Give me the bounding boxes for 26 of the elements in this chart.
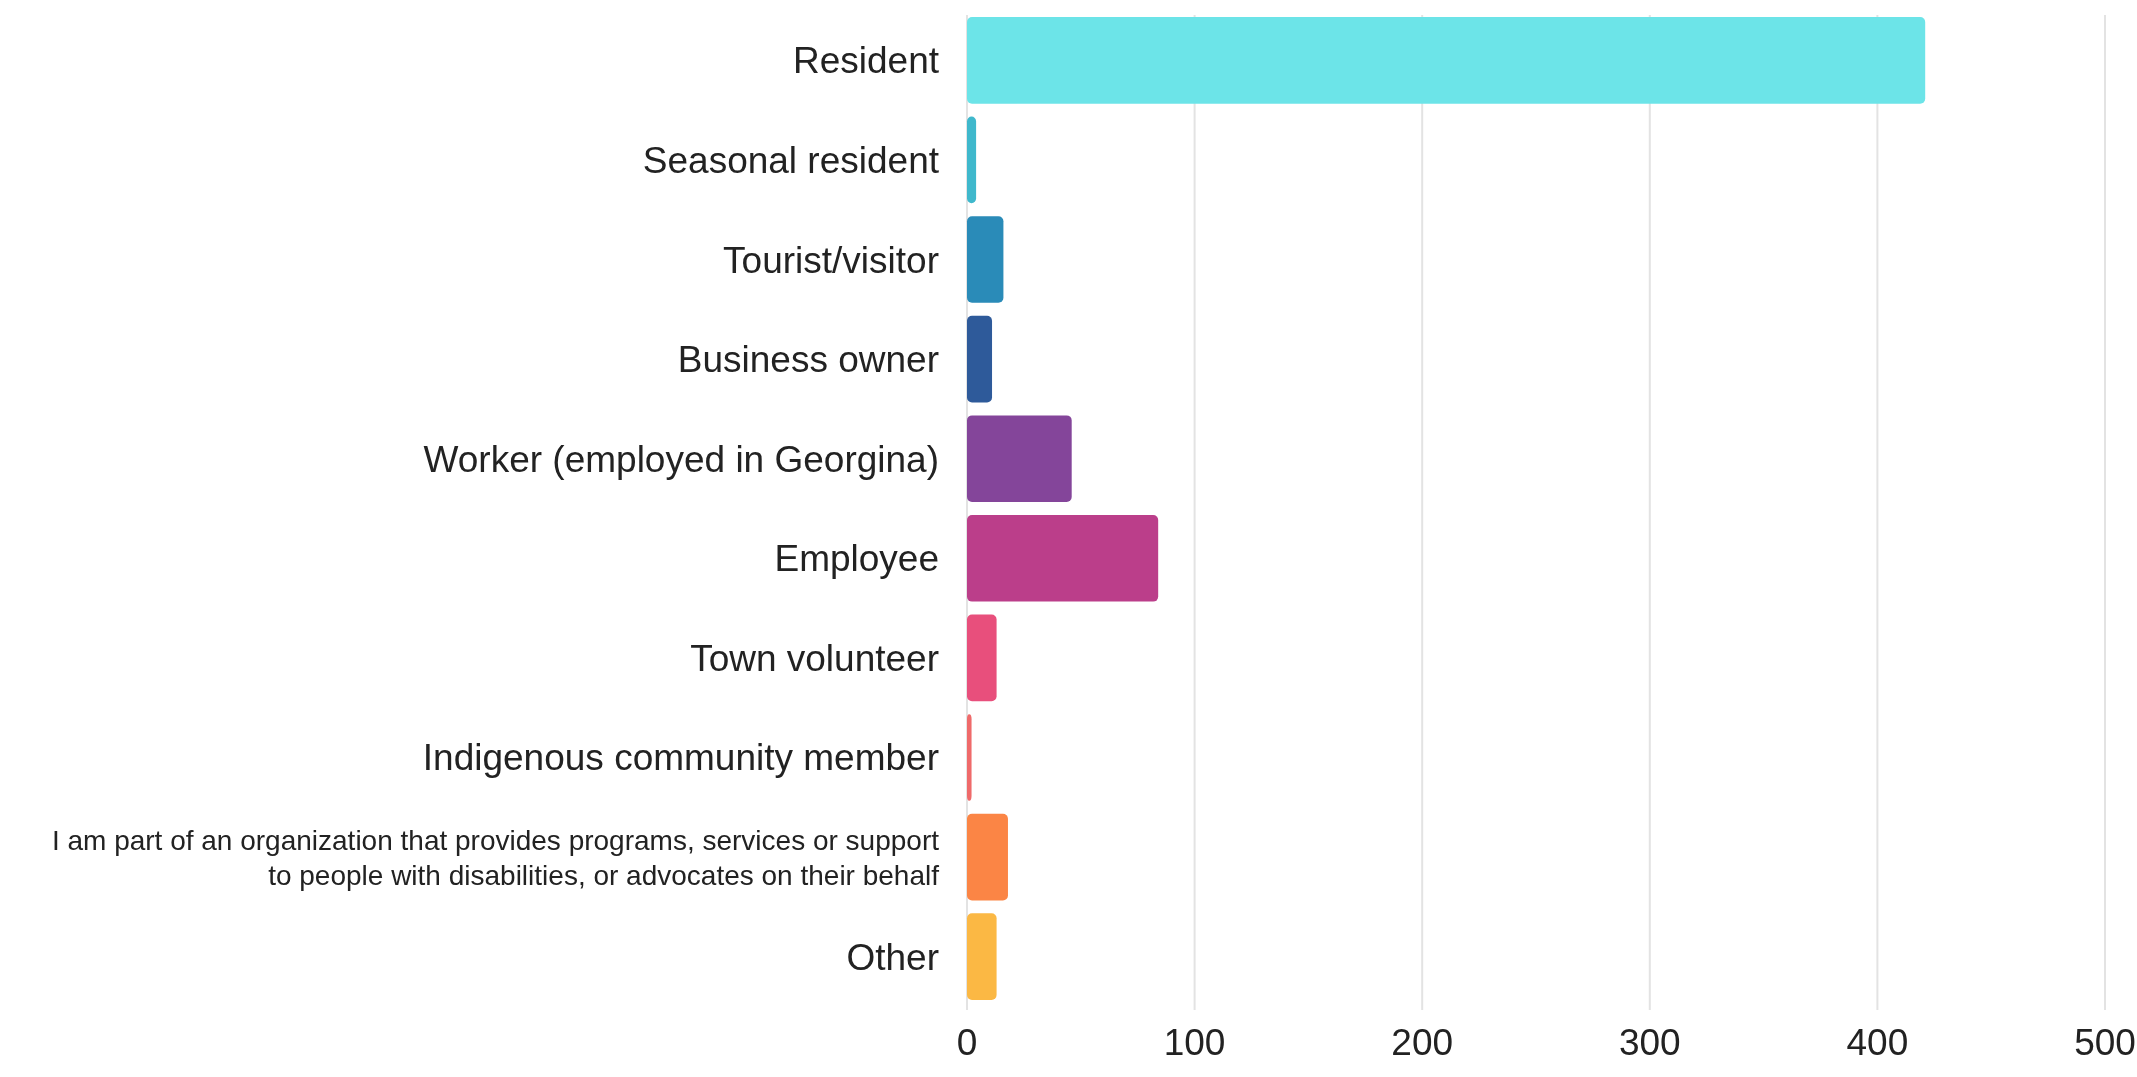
y-tick-label: Seasonal resident [642, 139, 940, 181]
x-tick-label: 500 [2074, 1022, 2136, 1063]
bar [967, 614, 997, 702]
bar [967, 315, 993, 403]
y-tick-label: Business owner [677, 338, 939, 380]
bar [967, 415, 1072, 503]
x-tick-label: 200 [1391, 1022, 1454, 1063]
y-tick-label: Resident [792, 39, 940, 81]
x-tick-label: 100 [1163, 1022, 1226, 1063]
x-tick-label: 0 [956, 1022, 978, 1063]
y-tick-label: Other [846, 936, 939, 978]
bar [967, 16, 1926, 104]
bar [967, 714, 972, 801]
y-tick-label: Town volunteer [690, 637, 939, 679]
y-tick-label: Indigenous community member [422, 736, 939, 778]
y-tick-label: Tourist/visitor [723, 239, 939, 281]
bar [967, 813, 1008, 901]
bar [967, 216, 1004, 303]
bar [967, 116, 977, 204]
y-tick-label: I am part of an organization that provides programs, services or support to people with disabilities, or advocates on their behalf [51, 824, 940, 891]
bar [967, 913, 997, 1001]
bar [967, 514, 1159, 602]
x-tick-label: 300 [1618, 1022, 1681, 1063]
x-tick-label: 400 [1846, 1022, 1909, 1063]
y-tick-label: Employee [774, 537, 939, 579]
y-tick-label: Worker (employed in Georgina) [423, 438, 939, 480]
